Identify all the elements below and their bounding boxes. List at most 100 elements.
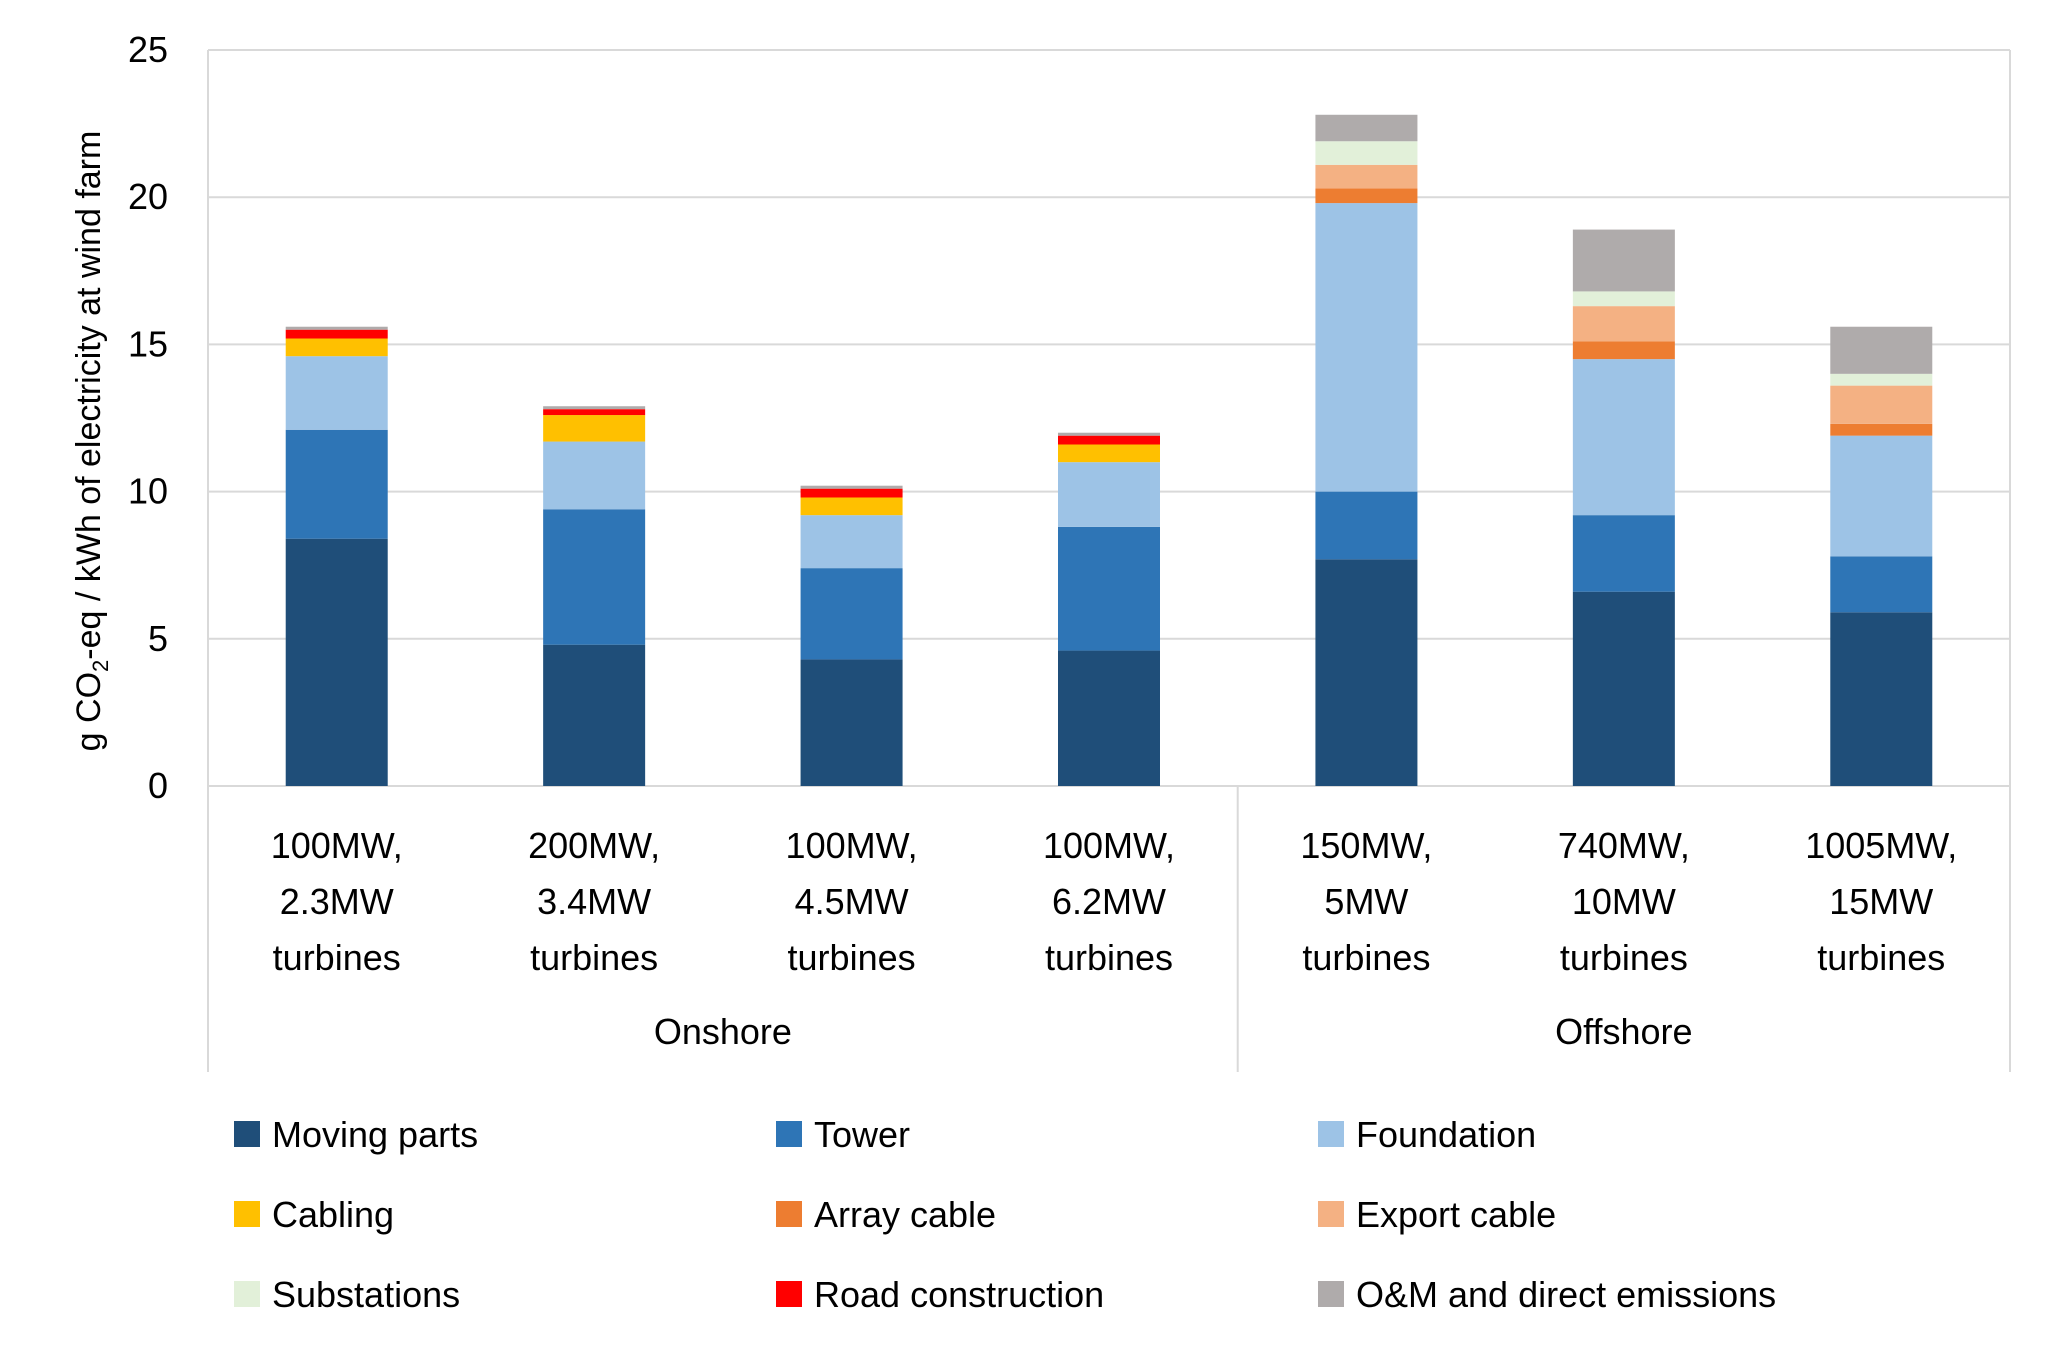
group-label: Offshore xyxy=(1555,1011,1692,1052)
legend-label: Foundation xyxy=(1356,1114,1536,1155)
bar-segment xyxy=(1830,385,1933,424)
bar-segment xyxy=(800,659,903,786)
bar-segment xyxy=(1315,188,1418,204)
y-tick-label: 0 xyxy=(148,765,168,806)
y-tick-label: 25 xyxy=(128,29,168,70)
bar-segment xyxy=(1572,591,1675,786)
bar-segment xyxy=(1315,141,1418,165)
x-tick-label: turbines xyxy=(273,937,401,978)
x-tick-label: 150MW, xyxy=(1300,825,1432,866)
bar-segment xyxy=(1572,291,1675,307)
bar-segment xyxy=(543,509,646,645)
legend-label: Moving parts xyxy=(272,1114,478,1155)
bars xyxy=(285,114,1933,786)
x-tick-label: turbines xyxy=(530,937,658,978)
y-tick-labels: 0 5 10 15 20 25 xyxy=(128,29,168,806)
bar-segment xyxy=(543,644,646,786)
x-tick-label: 100MW, xyxy=(786,825,918,866)
legend-swatch xyxy=(234,1201,260,1227)
legend-swatch xyxy=(776,1201,802,1227)
bar-segment xyxy=(1315,203,1418,492)
x-tick-label: 5MW xyxy=(1324,881,1408,922)
legend-label: Substations xyxy=(272,1274,460,1315)
bar-segment xyxy=(1572,359,1675,516)
legend-label: Array cable xyxy=(814,1194,996,1235)
x-tick-label: 10MW xyxy=(1572,881,1676,922)
bar-segment xyxy=(800,568,903,660)
legend-swatch xyxy=(1318,1281,1344,1307)
bar-segment xyxy=(1315,559,1418,786)
legend-swatch xyxy=(234,1121,260,1147)
y-tick-label: 5 xyxy=(148,618,168,659)
bar-segment xyxy=(543,441,646,510)
x-tick-label: 200MW, xyxy=(528,825,660,866)
legend-label: Export cable xyxy=(1356,1194,1556,1235)
x-tick-label: turbines xyxy=(788,937,916,978)
bar-segment xyxy=(1830,612,1933,786)
bar-segment xyxy=(1572,229,1675,292)
group-label: Onshore xyxy=(654,1011,792,1052)
legend-label: Cabling xyxy=(272,1194,394,1235)
legend-swatch xyxy=(776,1121,802,1147)
x-tick-label: 100MW, xyxy=(271,825,403,866)
bar-segment xyxy=(1315,114,1418,142)
legend: Moving parts Tower Foundation Cabling Array … xyxy=(234,1114,1776,1315)
x-tick-label: 100MW, xyxy=(1043,825,1175,866)
x-tick-labels: 100MW, 2.3MW turbines 200MW, 3.4MW turbines 10… xyxy=(271,825,1958,978)
bar-segment xyxy=(1572,341,1675,360)
bar-segment xyxy=(1058,432,1160,436)
legend-swatch xyxy=(776,1281,802,1307)
bar-segment xyxy=(1830,423,1933,436)
bar-segment xyxy=(285,538,388,786)
bar-segment xyxy=(800,497,903,516)
bar-segment xyxy=(1058,650,1160,786)
x-tick-label: 15MW xyxy=(1829,881,1933,922)
bar-segment xyxy=(1830,373,1933,386)
bar-segment xyxy=(285,338,388,357)
y-tick-label: 20 xyxy=(128,176,168,217)
bar-segment xyxy=(285,429,388,539)
bar-segment xyxy=(800,488,903,498)
bar-segment xyxy=(285,356,388,430)
bar-segment xyxy=(285,326,388,330)
x-tick-label: turbines xyxy=(1817,937,1945,978)
y-tick-label: 15 xyxy=(128,323,168,364)
bar-segment xyxy=(1058,462,1160,527)
bar-segment xyxy=(1830,556,1933,613)
y-axis-label-sub: 2 xyxy=(88,660,113,672)
legend-swatch xyxy=(1318,1201,1344,1227)
y-axis-label-post: -eq / kWh of electricity at wind farm xyxy=(70,131,108,660)
legend-label: Tower xyxy=(814,1114,910,1155)
x-tick-label: 1005MW, xyxy=(1805,825,1957,866)
bar-segment xyxy=(285,329,388,339)
bar-segment xyxy=(543,406,646,410)
x-tick-label: 6.2MW xyxy=(1052,881,1166,922)
bar-segment xyxy=(543,409,646,416)
x-tick-label: turbines xyxy=(1560,937,1688,978)
x-tick-label: 740MW, xyxy=(1558,825,1690,866)
bar-segment xyxy=(1315,491,1418,560)
legend-swatch xyxy=(234,1281,260,1307)
gridlines xyxy=(208,49,2010,640)
bar-segment xyxy=(543,415,646,442)
bar-segment xyxy=(1315,164,1418,189)
x-tick-label: 4.5MW xyxy=(795,881,909,922)
x-tick-label: 3.4MW xyxy=(537,881,651,922)
y-axis-label: g CO2-eq / kWh of electricity at wind fa… xyxy=(70,131,113,752)
bar-segment xyxy=(1830,435,1933,557)
bar-segment xyxy=(1058,435,1160,445)
bar-segment xyxy=(800,515,903,569)
x-tick-label: turbines xyxy=(1302,937,1430,978)
group-labels: Onshore Offshore xyxy=(654,786,1693,1072)
bar-segment xyxy=(1058,444,1160,463)
bar-segment xyxy=(1572,306,1675,342)
bar-segment xyxy=(1830,326,1933,374)
y-axis-label-pre: g CO xyxy=(70,672,108,751)
bar-segment xyxy=(1572,515,1675,592)
x-tick-label: turbines xyxy=(1045,937,1173,978)
legend-label: O&M and direct emissions xyxy=(1356,1274,1776,1315)
x-tick-label: 2.3MW xyxy=(280,881,394,922)
legend-label: Road construction xyxy=(814,1274,1104,1315)
